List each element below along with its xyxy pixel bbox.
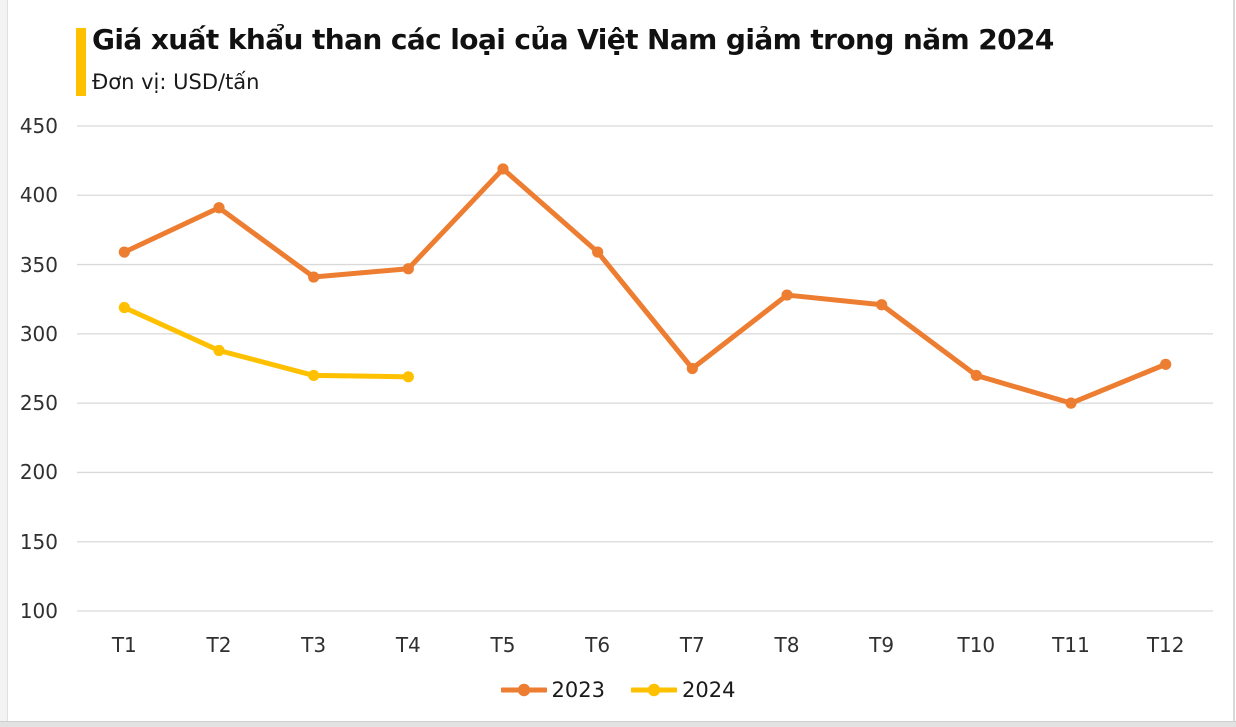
x-axis-label-T2: T2 — [206, 633, 232, 657]
data-point-2023-T5 — [497, 163, 509, 175]
data-point-2023-T12 — [1160, 358, 1172, 370]
y-axis-label-450: 450 — [19, 114, 58, 138]
x-axis-label-T12: T12 — [1146, 633, 1185, 657]
data-point-2023-T9 — [876, 299, 888, 311]
data-point-2024-T4 — [402, 371, 414, 383]
x-axis-label-T6: T6 — [585, 633, 611, 657]
legend-item-2024: 2024 — [631, 678, 735, 702]
y-axis-label-300: 300 — [19, 321, 58, 346]
x-axis-label-T11: T11 — [1052, 633, 1090, 657]
data-point-2023-T11 — [1065, 397, 1077, 409]
data-point-2023-T6 — [592, 246, 604, 258]
y-axis-label-100: 100 — [19, 599, 58, 623]
chart-title: Giá xuất khẩu than các loại của Việt Nam… — [92, 23, 1054, 56]
chart-legend: 2023 2024 — [0, 678, 1236, 702]
x-axis-label-T3: T3 — [301, 633, 327, 657]
y-axis-label-350: 350 — [19, 252, 58, 277]
y-axis-label-200: 200 — [19, 460, 58, 485]
data-point-2023-T1 — [118, 246, 130, 258]
x-axis-label-T9: T9 — [869, 633, 895, 657]
x-axis-label-T4: T4 — [395, 633, 421, 657]
window-right-edge — [1233, 0, 1235, 727]
title-accent-bar — [76, 28, 86, 96]
data-point-2023-T3 — [308, 271, 320, 283]
x-axis-label-T8: T8 — [774, 633, 800, 657]
y-axis-label-400: 400 — [19, 183, 58, 208]
x-axis-label-T10: T10 — [957, 633, 996, 657]
legend-label-2024: 2024 — [682, 678, 736, 702]
chart-unit-label: Đơn vị: USD/tấn — [92, 70, 260, 94]
y-axis-label-250: 250 — [19, 391, 58, 416]
series-line-2024 — [121, 305, 411, 380]
y-axis-label-150: 150 — [19, 529, 58, 554]
data-point-2024-T3 — [308, 369, 320, 382]
legend-label-2023: 2023 — [551, 678, 605, 702]
window-bottom-edge — [0, 721, 1236, 727]
data-point-2023-T2 — [213, 202, 225, 214]
data-point-2024-T1 — [118, 301, 130, 314]
data-point-2024-T2 — [213, 344, 225, 357]
data-point-2023-T8 — [781, 289, 793, 301]
x-axis-label-T5: T5 — [490, 633, 516, 657]
data-point-2023-T7 — [686, 362, 698, 375]
legend-item-2023: 2023 — [500, 678, 605, 702]
series-line-2023 — [121, 166, 1169, 406]
legend-marker-2024 — [631, 683, 677, 697]
x-axis-label-T1: T1 — [111, 633, 137, 657]
legend-marker-2023 — [500, 683, 547, 697]
data-point-2023-T4 — [402, 263, 414, 275]
window-left-edge — [0, 0, 8, 727]
x-axis-label-T7: T7 — [679, 633, 705, 657]
data-point-2023-T10 — [970, 369, 982, 382]
